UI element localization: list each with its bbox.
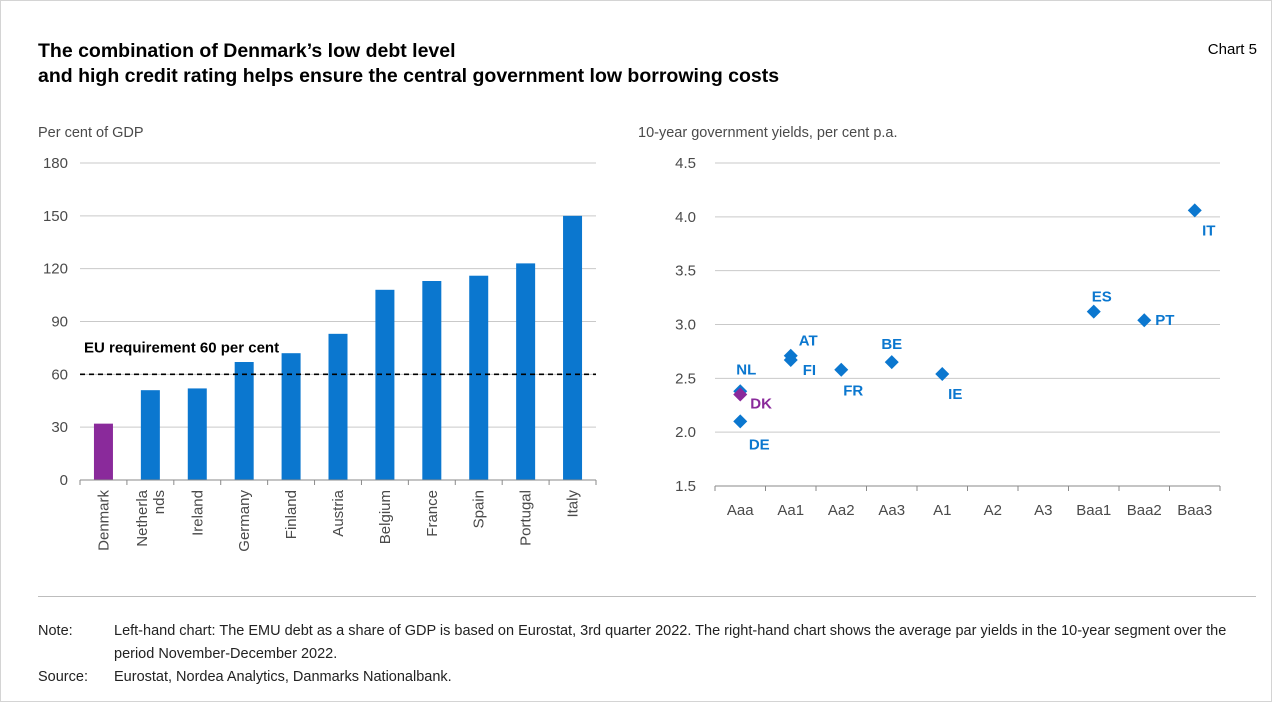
y-tick-label: 30 bbox=[51, 419, 68, 436]
point-es bbox=[1086, 304, 1101, 319]
bar-ireland bbox=[187, 388, 207, 480]
y-tick-label: 2.5 bbox=[675, 370, 696, 387]
y-tick-label: 3.0 bbox=[675, 317, 696, 334]
footer-note: Note: Left-hand chart: The EMU debt as a … bbox=[38, 620, 1264, 666]
eu-requirement-label: EU requirement 60 per cent bbox=[84, 339, 279, 356]
point-fi bbox=[783, 353, 798, 368]
bar-spain bbox=[469, 275, 489, 480]
x-tick-label: Finland bbox=[283, 490, 300, 539]
point-de bbox=[733, 414, 748, 429]
point-label-fi: FI bbox=[803, 362, 816, 379]
point-label-be: BE bbox=[881, 336, 902, 353]
y-tick-label: 150 bbox=[43, 208, 68, 225]
x-tick-label: Aa3 bbox=[878, 502, 905, 519]
point-label-at: AT bbox=[799, 333, 818, 350]
x-tick-label: Denmark bbox=[95, 490, 112, 551]
x-tick-label: France bbox=[424, 490, 441, 537]
title-line-2: and high credit rating helps ensure the … bbox=[38, 65, 780, 87]
y-tick-label: 2.0 bbox=[675, 424, 696, 441]
x-tick-label: Germany bbox=[236, 490, 253, 552]
point-dk bbox=[733, 387, 748, 402]
point-be bbox=[884, 355, 899, 370]
y-tick-label: 4.5 bbox=[675, 155, 696, 172]
y-tick-label: 3.5 bbox=[675, 263, 696, 280]
bar-portugal bbox=[516, 263, 536, 480]
x-tick-label: A1 bbox=[933, 502, 951, 519]
footer-divider bbox=[38, 596, 1256, 597]
x-tick-label: Belgium bbox=[377, 490, 394, 544]
x-tick-label: Netherla bbox=[134, 489, 151, 546]
bar-finland bbox=[281, 353, 301, 480]
x-tick-label: A3 bbox=[1034, 502, 1052, 519]
point-label-fr: FR bbox=[843, 383, 863, 400]
point-ie bbox=[935, 367, 950, 382]
bar-belgium bbox=[375, 289, 395, 480]
bar-germany bbox=[234, 362, 254, 480]
note-label: Note: bbox=[38, 623, 73, 639]
point-fr bbox=[834, 362, 849, 377]
x-tick-label: Aa1 bbox=[777, 502, 804, 519]
x-tick-label: A2 bbox=[984, 502, 1002, 519]
y-axis-label: Per cent of GDP bbox=[38, 125, 144, 141]
bar-netherlands bbox=[140, 390, 160, 480]
chart-title: The combination of Denmark’s low debt le… bbox=[38, 39, 779, 89]
x-tick-label: Baa2 bbox=[1127, 502, 1162, 519]
x-tick-label: Austria bbox=[330, 489, 347, 536]
point-label-es: ES bbox=[1092, 289, 1112, 306]
y-tick-label: 60 bbox=[51, 366, 68, 383]
x-tick-label: Spain bbox=[471, 490, 488, 528]
point-label-pt: PT bbox=[1155, 312, 1174, 329]
y-tick-label: 90 bbox=[51, 314, 68, 331]
source-text: Eurostat, Nordea Analytics, Danmarks Nat… bbox=[114, 669, 452, 685]
x-tick-label: Portugal bbox=[518, 490, 535, 546]
bar-france bbox=[422, 280, 442, 480]
x-tick-label: Aaa bbox=[727, 502, 754, 519]
yield-scatter-chart: 10-year government yields, per cent p.a.… bbox=[638, 125, 1221, 519]
x-tick-label: Italy bbox=[565, 490, 582, 518]
y-tick-label: 4.0 bbox=[675, 209, 696, 226]
y-axis-label: 10-year government yields, per cent p.a. bbox=[638, 125, 898, 141]
debt-bar-chart: Per cent of GDP 0 30 60 90 120 150 180 Denmark Ne… bbox=[38, 125, 597, 552]
note-text: Left-hand chart: The EMU debt as a share… bbox=[114, 623, 1227, 662]
x-tick-label: Baa3 bbox=[1177, 502, 1212, 519]
point-label-ie: IE bbox=[948, 386, 962, 403]
bar-austria bbox=[328, 333, 348, 480]
title-line-1: The combination of Denmark’s low debt le… bbox=[38, 40, 456, 62]
x-tick-label: Aa2 bbox=[828, 502, 855, 519]
x-tick-label: Ireland bbox=[189, 490, 206, 536]
y-tick-label: 0 bbox=[60, 472, 68, 489]
chart-number: Chart 5 bbox=[1207, 41, 1257, 58]
point-label-it: IT bbox=[1202, 222, 1215, 239]
x-tick-label: Baa1 bbox=[1076, 502, 1111, 519]
bar-italy bbox=[563, 215, 583, 480]
source-label: Source: bbox=[38, 669, 88, 685]
y-tick-label: 1.5 bbox=[675, 478, 696, 495]
y-tick-label: 120 bbox=[43, 261, 68, 278]
point-label-dk: DK bbox=[750, 395, 772, 412]
point-label-nl: NL bbox=[736, 361, 756, 378]
x-tick-label: nds bbox=[151, 490, 168, 514]
point-it bbox=[1187, 203, 1202, 218]
y-tick-label: 180 bbox=[43, 155, 68, 172]
footer-source: Source: Eurostat, Nordea Analytics, Danma… bbox=[38, 666, 1264, 689]
point-label-de: DE bbox=[749, 436, 770, 453]
point-pt bbox=[1137, 313, 1152, 328]
bar-denmark bbox=[93, 423, 113, 480]
